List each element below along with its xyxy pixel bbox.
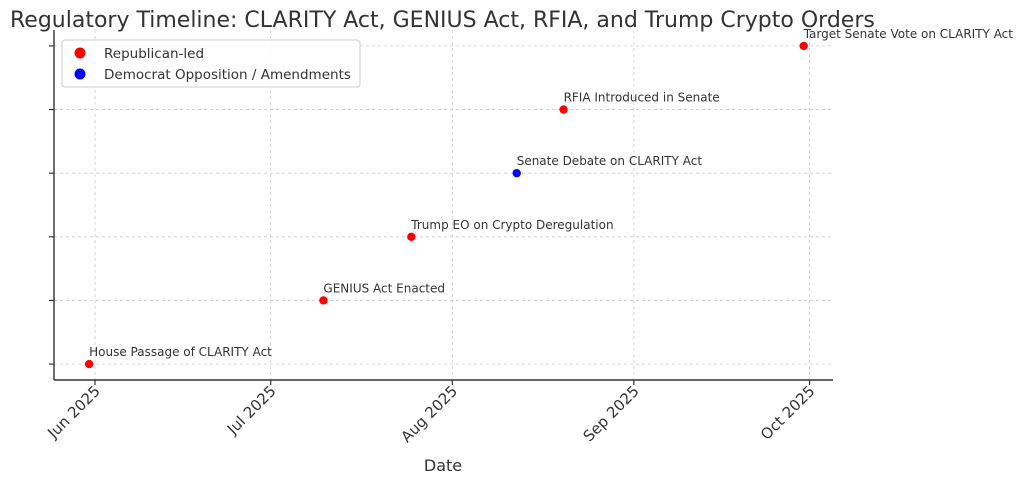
event-label: House Passage of CLARITY Act bbox=[89, 345, 272, 359]
event-labels: House Passage of CLARITY Act GENIUS Act E… bbox=[89, 27, 1013, 359]
axes bbox=[53, 30, 833, 381]
x-tick-label: Jun 2025 bbox=[43, 382, 103, 442]
legend-marker bbox=[74, 68, 86, 80]
chart-title: Regulatory Timeline: CLARITY Act, GENIUS… bbox=[10, 8, 875, 33]
x-axis-label: Date bbox=[424, 456, 462, 475]
event-point bbox=[559, 105, 568, 114]
event-point bbox=[407, 232, 416, 242]
event-label: Senate Debate on CLARITY Act bbox=[517, 154, 703, 168]
axis-ticks: Jun 2025 Jul 2025 Aug 2025 Sep 2025 Oct 2025 bbox=[43, 45, 818, 446]
event-point bbox=[512, 168, 521, 178]
event-point bbox=[799, 41, 808, 51]
legend: Republican-led Democrat Opposition / Amen… bbox=[61, 39, 361, 88]
event-point bbox=[319, 296, 328, 305]
data-points bbox=[84, 41, 808, 369]
x-tick-label: Aug 2025 bbox=[397, 382, 461, 446]
grid-lines bbox=[54, 30, 833, 380]
x-tick-label: Oct 2025 bbox=[757, 382, 818, 443]
event-label: GENIUS Act Enacted bbox=[323, 281, 445, 295]
x-tick-label: Jul 2025 bbox=[223, 382, 280, 439]
legend-entry: Democrat Opposition / Amendments bbox=[104, 67, 351, 83]
event-point bbox=[84, 359, 94, 369]
event-label: Trump EO on Crypto Deregulation bbox=[410, 218, 613, 232]
legend-entry: Republican-led bbox=[104, 46, 204, 62]
event-label: Target Senate Vote on CLARITY Act bbox=[803, 27, 1014, 41]
event-label: RFIA Introduced in Senate bbox=[564, 91, 720, 105]
legend-frame bbox=[61, 39, 361, 88]
x-tick-label: Sep 2025 bbox=[580, 382, 643, 445]
legend-marker bbox=[74, 47, 86, 59]
